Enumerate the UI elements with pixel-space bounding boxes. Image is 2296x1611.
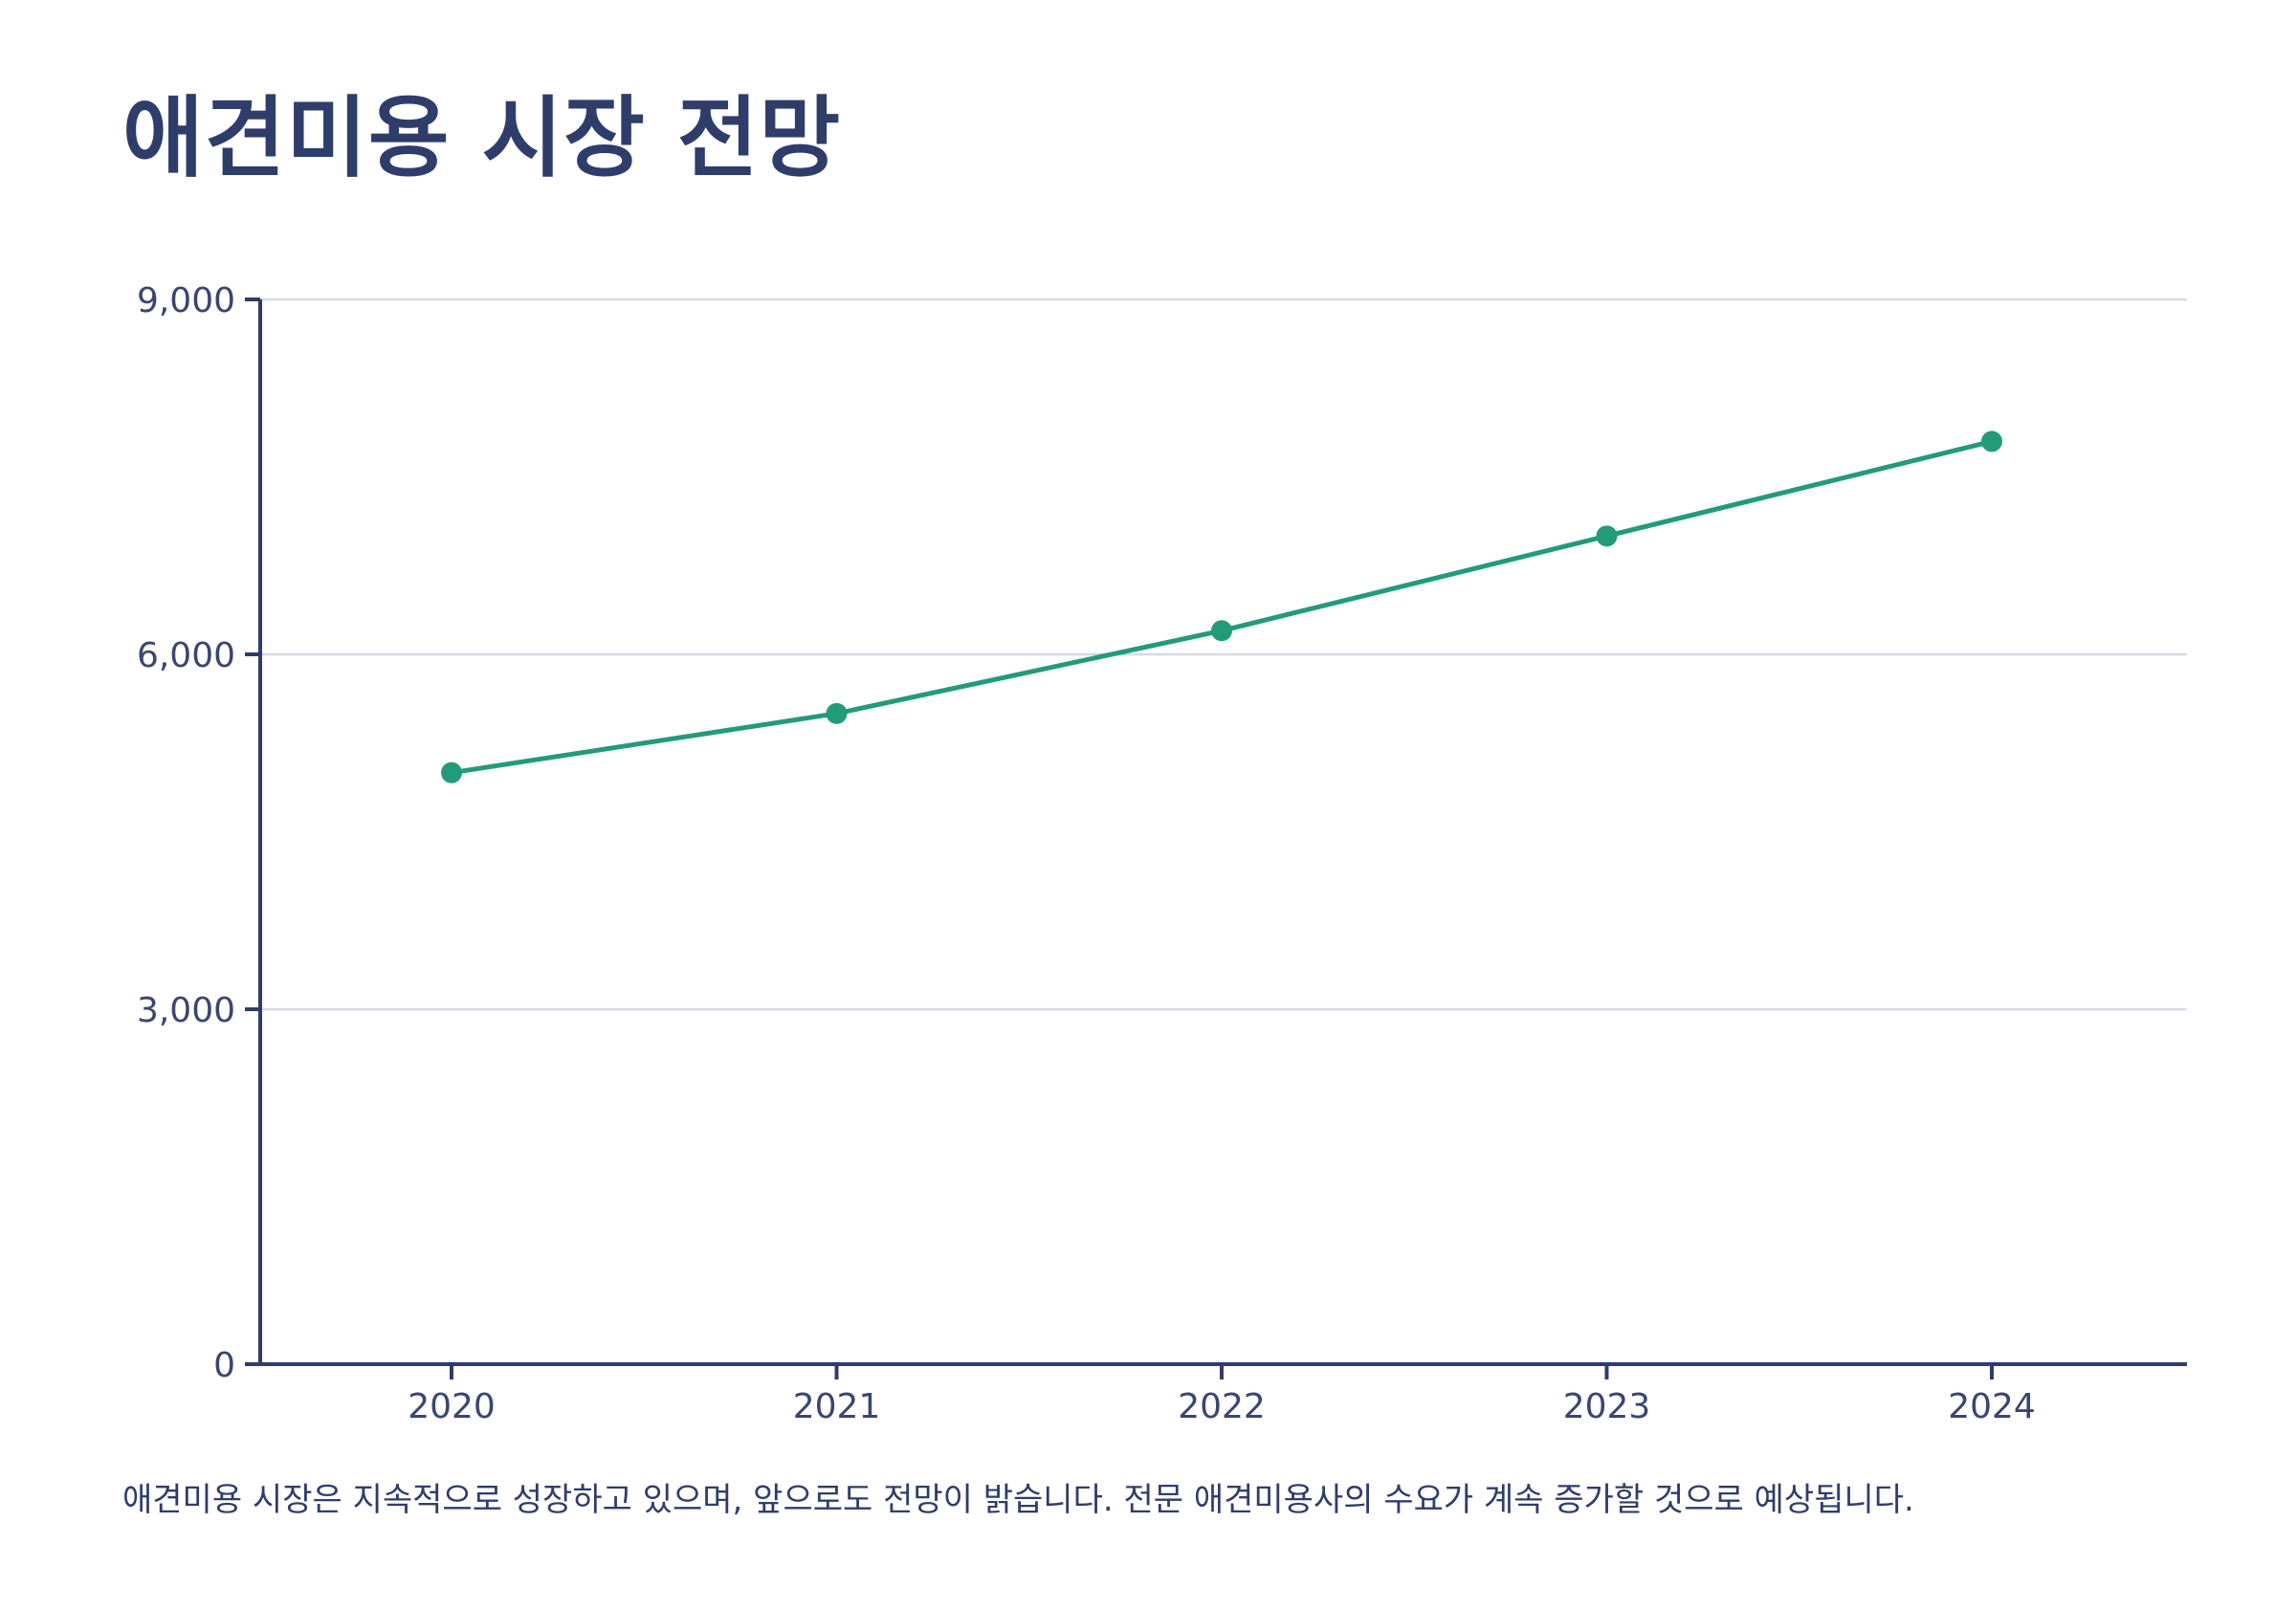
y-tick-label: 3,000	[137, 991, 235, 1030]
gridlines	[260, 298, 2187, 1011]
y-tick-label: 6,000	[137, 636, 235, 675]
x-tick-label: 2022	[1178, 1387, 1266, 1426]
series-line	[449, 438, 1995, 776]
data-point-2022	[1211, 620, 1232, 642]
y-tick-label: 0	[213, 1346, 235, 1385]
x-tick-label: 2024	[1948, 1387, 2036, 1426]
axes	[245, 298, 2187, 1379]
data-point-2024	[1981, 430, 2002, 452]
tick-labels: 0 3,000 6,000 9,000 2020 2021 2022 2023 2024	[137, 281, 2036, 1426]
y-tick-label: 9,000	[137, 281, 235, 320]
data-point-2023	[1596, 525, 1618, 547]
x-tick-label: 2023	[1563, 1387, 1651, 1426]
data-point-2020	[441, 761, 462, 783]
chart-caption: 애견미용 시장은 지속적으로 성장하고 있으며, 앞으로도 전망이 밝습니다. …	[122, 1481, 1914, 1519]
data-point-2021	[826, 702, 848, 724]
x-tick-label: 2021	[793, 1387, 881, 1426]
data-points	[441, 430, 2002, 783]
series-lines	[449, 438, 1995, 776]
x-tick-label: 2020	[408, 1387, 496, 1426]
chart-title: 애견미용 시장 전망	[122, 87, 842, 189]
